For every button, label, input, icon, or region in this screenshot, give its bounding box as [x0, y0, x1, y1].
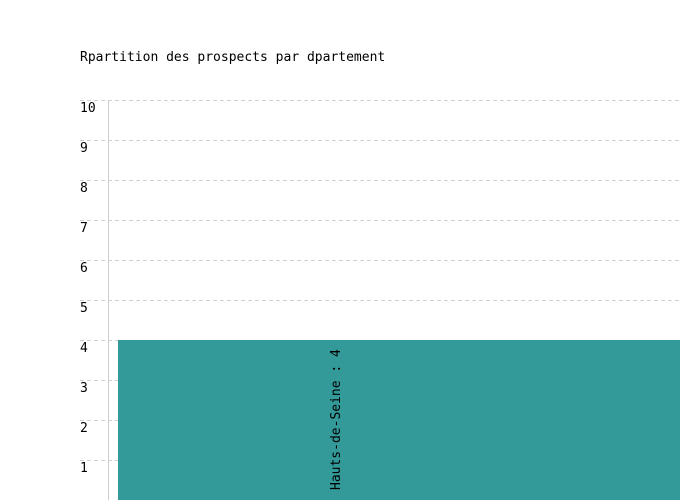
- y-tick-label: 6: [80, 261, 88, 276]
- chart-title: Rpartition des prospects par dpartement: [80, 50, 386, 65]
- y-tick-label: 9: [80, 141, 88, 156]
- y-tick-label: 3: [80, 381, 88, 396]
- y-tick-label: 4: [80, 341, 88, 356]
- y-tick-label: 5: [80, 301, 88, 316]
- data-label: Hauts-de-Seine : 4: [329, 349, 344, 490]
- y-tick-label: 10: [80, 101, 96, 116]
- y-tick-label: 7: [80, 221, 88, 236]
- bar: [118, 340, 680, 500]
- y-tick-label: 1: [80, 461, 88, 476]
- y-tick-label: 2: [80, 421, 88, 436]
- y-tick-label: 8: [80, 181, 88, 196]
